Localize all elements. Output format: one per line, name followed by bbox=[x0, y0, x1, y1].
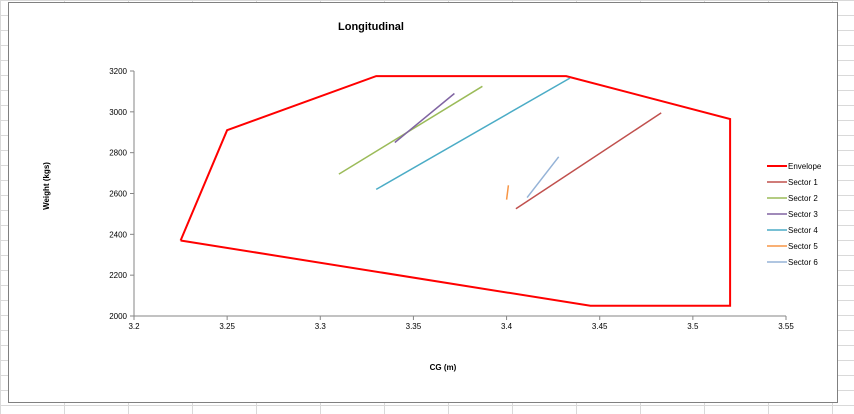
series-line-sector-5[interactable] bbox=[505, 185, 510, 200]
y-axis-label: Weight (kgs) bbox=[42, 162, 51, 210]
x-tick-label: 3.45 bbox=[592, 322, 608, 331]
series-line-sector-3[interactable] bbox=[394, 92, 455, 144]
series-line-envelope[interactable] bbox=[179, 75, 732, 307]
y-tick-label: 2200 bbox=[109, 271, 127, 280]
axes: 3.2 3.25 3.3 3.35 3.4 3.45 3.5 3.55 2000 2200 2400… bbox=[109, 67, 794, 331]
y-tick-label: 2400 bbox=[109, 230, 127, 239]
series-line-sector-4[interactable] bbox=[375, 77, 571, 191]
x-tick-label: 3.2 bbox=[128, 322, 140, 331]
chart-area[interactable] bbox=[8, 2, 838, 403]
plot-area bbox=[179, 75, 732, 307]
y-tick-label: 3200 bbox=[109, 67, 127, 76]
y-tick-label: 2800 bbox=[109, 149, 127, 158]
legend-label-envelope: Envelope bbox=[788, 162, 822, 171]
legend-label-sector-3: Sector 3 bbox=[788, 210, 818, 219]
legend-label-sector-6: Sector 6 bbox=[788, 258, 818, 267]
x-tick-label: 3.55 bbox=[778, 322, 794, 331]
legend-label-sector-2: Sector 2 bbox=[788, 194, 818, 203]
x-tick-label: 3.25 bbox=[219, 322, 235, 331]
chart-title: Longitudinal bbox=[338, 21, 404, 33]
y-tick-label: 3000 bbox=[109, 108, 127, 117]
x-tick-label: 3.3 bbox=[315, 322, 327, 331]
legend-label-sector-4: Sector 4 bbox=[788, 226, 818, 235]
x-tick-label: 3.35 bbox=[406, 322, 422, 331]
y-tick-label: 2000 bbox=[109, 312, 127, 321]
x-tick-label: 3.4 bbox=[501, 322, 513, 331]
legend-label-sector-5: Sector 5 bbox=[788, 242, 818, 251]
y-tick-label: 2600 bbox=[109, 190, 127, 199]
x-tick-label: 3.5 bbox=[687, 322, 699, 331]
series-line-sector-1[interactable] bbox=[515, 112, 662, 210]
x-axis-label: CG (m) bbox=[430, 363, 457, 372]
legend-label-sector-1: Sector 1 bbox=[788, 178, 818, 187]
series-line-sector-6[interactable] bbox=[526, 156, 560, 199]
legend[interactable]: Envelope Sector 1 Sector 2 Sector 3 Sector 4… bbox=[767, 162, 822, 267]
